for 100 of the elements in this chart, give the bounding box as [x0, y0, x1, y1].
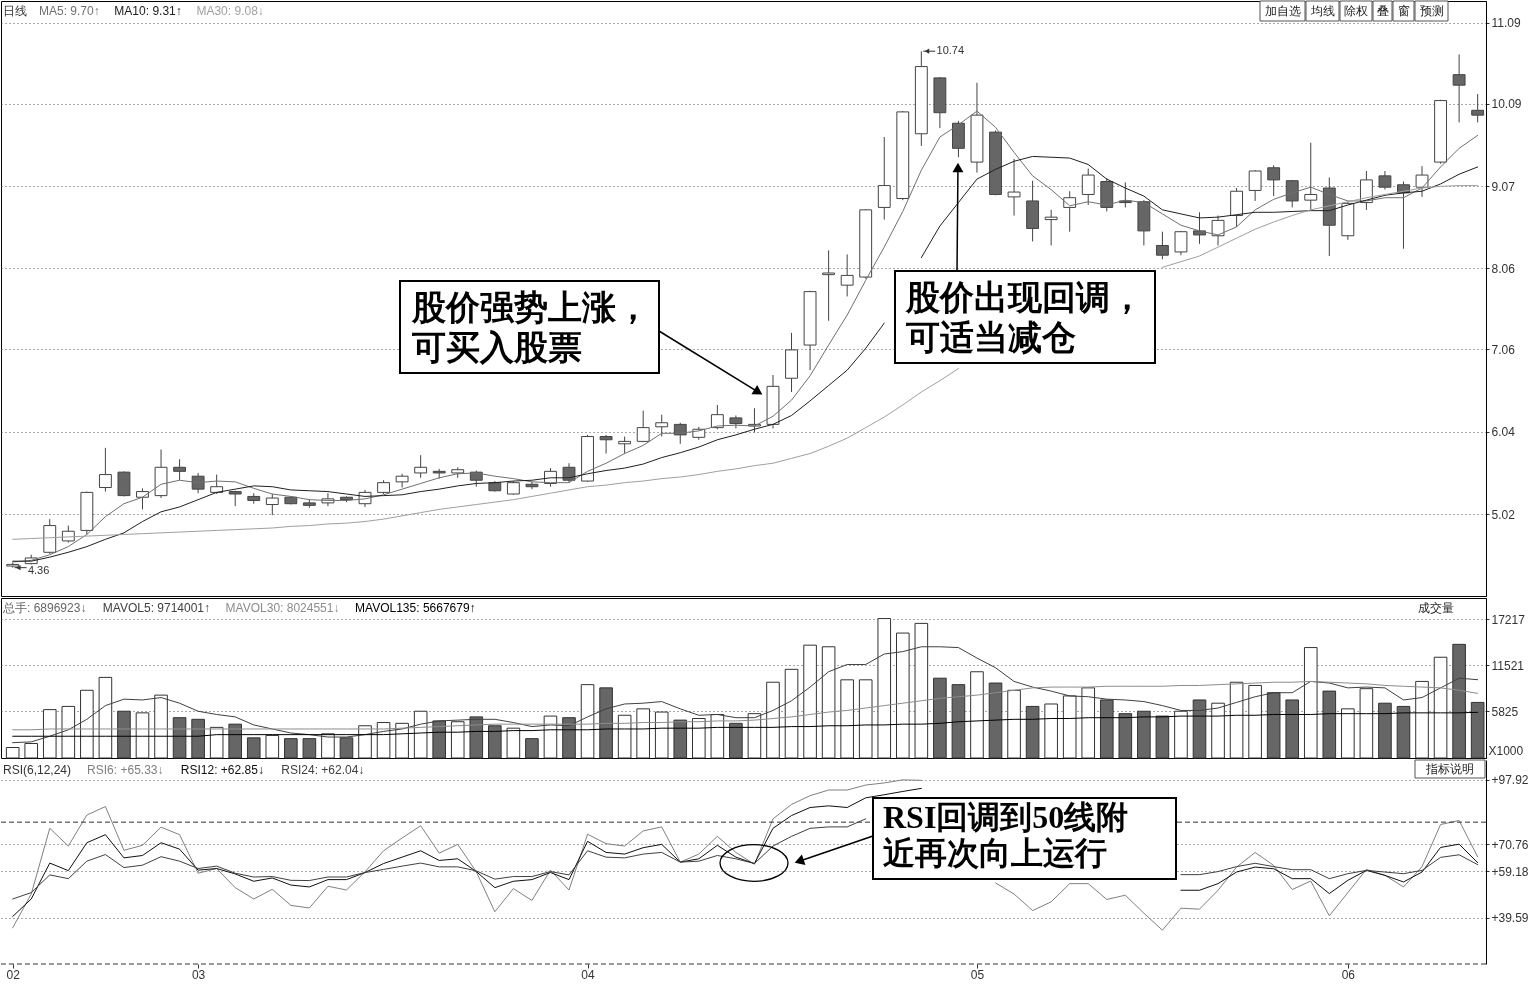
bar: [1322, 690, 1337, 759]
bar: [1359, 688, 1374, 759]
candlestick: [395, 473, 409, 489]
annotation: RSI回调到50线附近再次向上运行: [883, 799, 1129, 871]
bar: [1248, 684, 1262, 759]
text: MA5: 9.70↑: [39, 4, 100, 18]
y-tick-label: 10.09: [1491, 97, 1522, 112]
text: RSI12: +62.85↓: [180, 763, 264, 777]
bar: [61, 705, 76, 759]
candlestick: [1471, 93, 1485, 123]
y-tick-label: 5.02: [1491, 507, 1516, 522]
bar: [747, 713, 762, 759]
bar: [395, 722, 409, 759]
bar: [877, 618, 892, 759]
candlestick: [655, 414, 669, 438]
bar: [1470, 701, 1485, 759]
text: 总手: 6896923↓: [2, 601, 87, 615]
candlestick: [1378, 170, 1392, 191]
y-tick-label: +97.92: [1491, 773, 1529, 788]
bar: [450, 721, 465, 759]
bar: [154, 694, 168, 759]
bar: [1266, 692, 1281, 759]
bar: [265, 734, 280, 759]
y-tick-label: 11521: [1491, 658, 1525, 673]
bar: [970, 671, 984, 759]
y-tick-label: +70.76: [1491, 837, 1529, 852]
bar: [80, 689, 94, 759]
text: RSI24: +62.04↓: [281, 763, 365, 777]
candlestick: [1155, 231, 1169, 260]
candlestick: [636, 410, 650, 443]
line-series: [12, 680, 1479, 731]
candlestick: [136, 487, 149, 510]
bar: [42, 709, 57, 759]
bar: [302, 738, 317, 759]
bar: [858, 679, 873, 759]
candlestick: [877, 136, 891, 221]
bar: [692, 718, 706, 759]
bar: [228, 723, 243, 759]
bar: [1155, 715, 1170, 759]
bar: [98, 676, 113, 759]
annotation: 窗: [1397, 4, 1410, 18]
annotation: 股价强势上涨，可买入股票: [411, 289, 650, 366]
bar: [617, 714, 632, 759]
candlestick: [265, 493, 279, 516]
bar: [117, 710, 131, 759]
bar: [654, 711, 669, 759]
text: MA30: 9.08↓: [196, 4, 264, 18]
candlestick: [1044, 209, 1058, 246]
y-tick-label: 17217: [1491, 612, 1526, 627]
candlestick: [414, 454, 428, 479]
bar: [933, 677, 947, 759]
candlestick: [1415, 165, 1429, 198]
bar: [506, 727, 521, 759]
bar: [1303, 647, 1318, 759]
bar: [784, 668, 799, 759]
annotation: 指标说明: [1425, 762, 1474, 776]
chart-title: 日线: [3, 4, 27, 18]
bar: [1007, 689, 1021, 759]
text: MA10: 9.31↑: [114, 4, 182, 18]
bar: [729, 722, 743, 759]
candlestick: [1007, 158, 1021, 217]
y-tick-label: +39.59: [1491, 911, 1529, 926]
bar: [988, 682, 1003, 759]
bar: [895, 632, 910, 759]
candlestick: [1174, 230, 1188, 256]
bar: [525, 738, 539, 759]
line-series: [12, 646, 1479, 744]
text: MAVOL30: 8024551↓: [225, 601, 340, 615]
bar: [432, 720, 446, 759]
candlestick: [117, 470, 131, 497]
candlestick: [525, 481, 539, 490]
candlestick: [1248, 169, 1262, 202]
x-tick-label: 06: [1341, 967, 1356, 982]
y-tick-label: 7.06: [1491, 342, 1516, 357]
candlestick: [173, 458, 187, 481]
bar: [821, 646, 836, 759]
bar: [246, 737, 261, 759]
candlestick: [1285, 179, 1299, 208]
candlestick: [210, 474, 224, 495]
candlestick: [599, 434, 613, 455]
x-tick-label: 03: [191, 967, 206, 982]
bar: [914, 622, 929, 759]
chart-title: RSI(6,12,24): [3, 763, 72, 777]
bar: [1174, 710, 1188, 759]
bar: [284, 738, 298, 759]
x-tick-label: 02: [6, 967, 21, 982]
candlestick: [840, 253, 854, 297]
bar: [1396, 705, 1411, 759]
text: RSI6: +65.33↓: [87, 763, 164, 777]
annotation: 均线: [1309, 4, 1335, 18]
bar: [1452, 643, 1466, 759]
candlestick: [1304, 142, 1318, 211]
text: MAVOL5: 9714001↑: [102, 601, 211, 615]
bar: [469, 716, 484, 759]
bar: [191, 718, 205, 759]
y-tick-label: +59.18: [1491, 864, 1529, 879]
candlestick: [1267, 164, 1281, 197]
bar: [1099, 699, 1114, 759]
annotation: 股价出现回调，可适当减仓: [905, 279, 1144, 356]
candlestick: [1211, 215, 1225, 246]
